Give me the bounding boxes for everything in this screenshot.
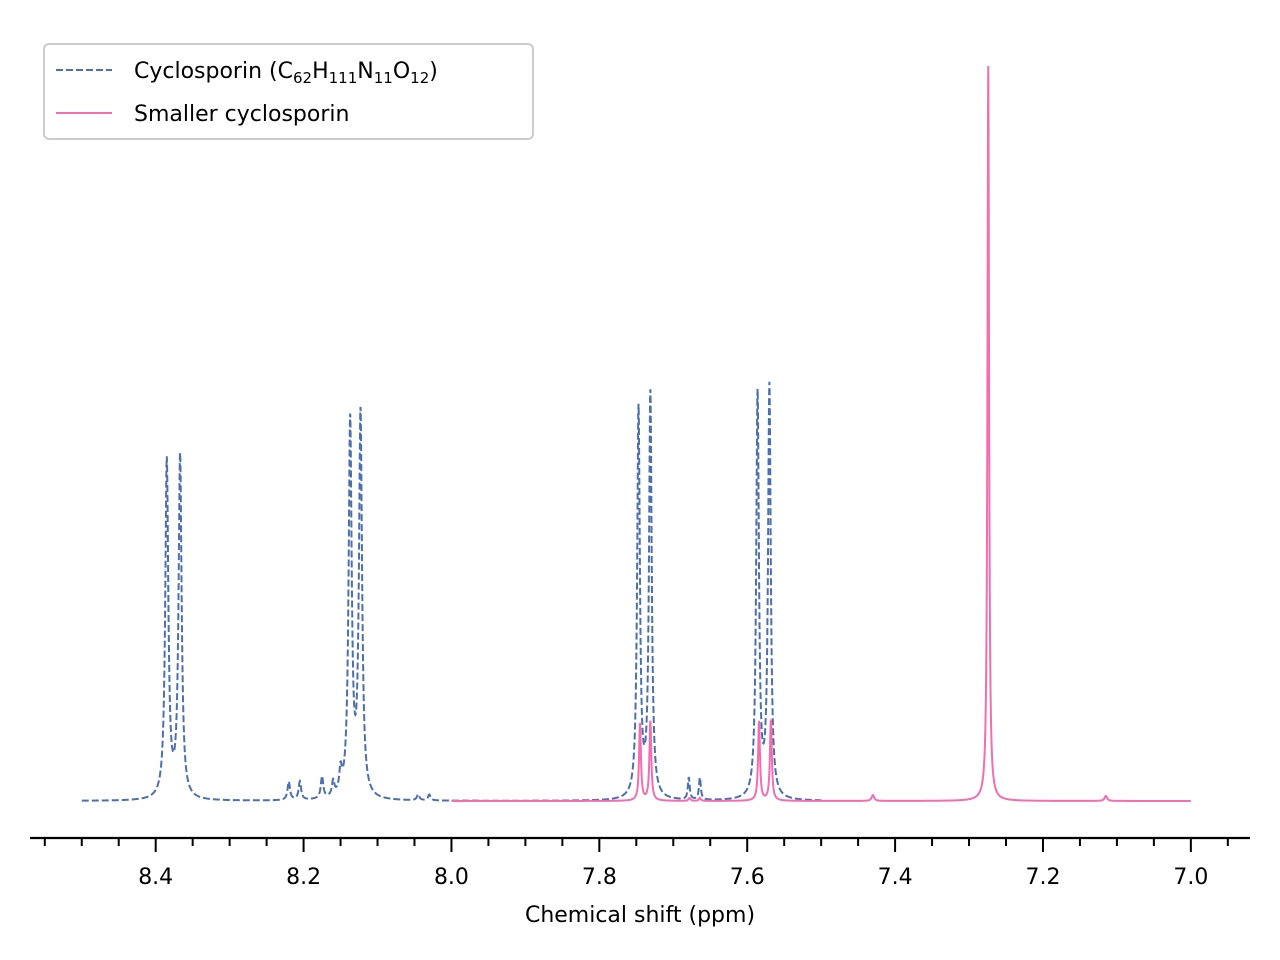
legend: Cyclosporin (C62H111N11O12) Smaller cycl… <box>43 43 534 140</box>
x-tick-label: 8.2 <box>286 865 321 890</box>
x-tick-label: 8.0 <box>434 865 469 890</box>
x-axis: 8.4 8.2 8.0 7.8 7.6 7.4 7.2 7.0 Chemical shift … <box>30 836 1250 928</box>
legend-label-smaller-cyclosporin: Smaller cyclosporin <box>134 102 349 127</box>
legend-label-cyclosporin: Cyclosporin (C62H111N11O12) <box>134 59 438 87</box>
x-tick-label: 7.2 <box>1025 865 1060 890</box>
x-tick-label: 7.6 <box>730 865 765 890</box>
x-tick-label: 7.0 <box>1173 865 1208 890</box>
x-axis-title: Chemical shift (ppm) <box>525 903 755 928</box>
legend-box <box>43 43 534 140</box>
x-tick-label: 7.4 <box>878 865 913 890</box>
x-tick-label: 7.8 <box>582 865 617 890</box>
x-tick-label: 8.4 <box>138 865 173 890</box>
series-layer <box>81 65 1191 802</box>
series-line-cyclosporin <box>81 381 822 802</box>
series-line-smaller-cyclosporin <box>451 65 1191 802</box>
x-axis-ticks: 8.4 8.2 8.0 7.8 7.6 7.4 7.2 7.0 <box>43 838 1229 890</box>
